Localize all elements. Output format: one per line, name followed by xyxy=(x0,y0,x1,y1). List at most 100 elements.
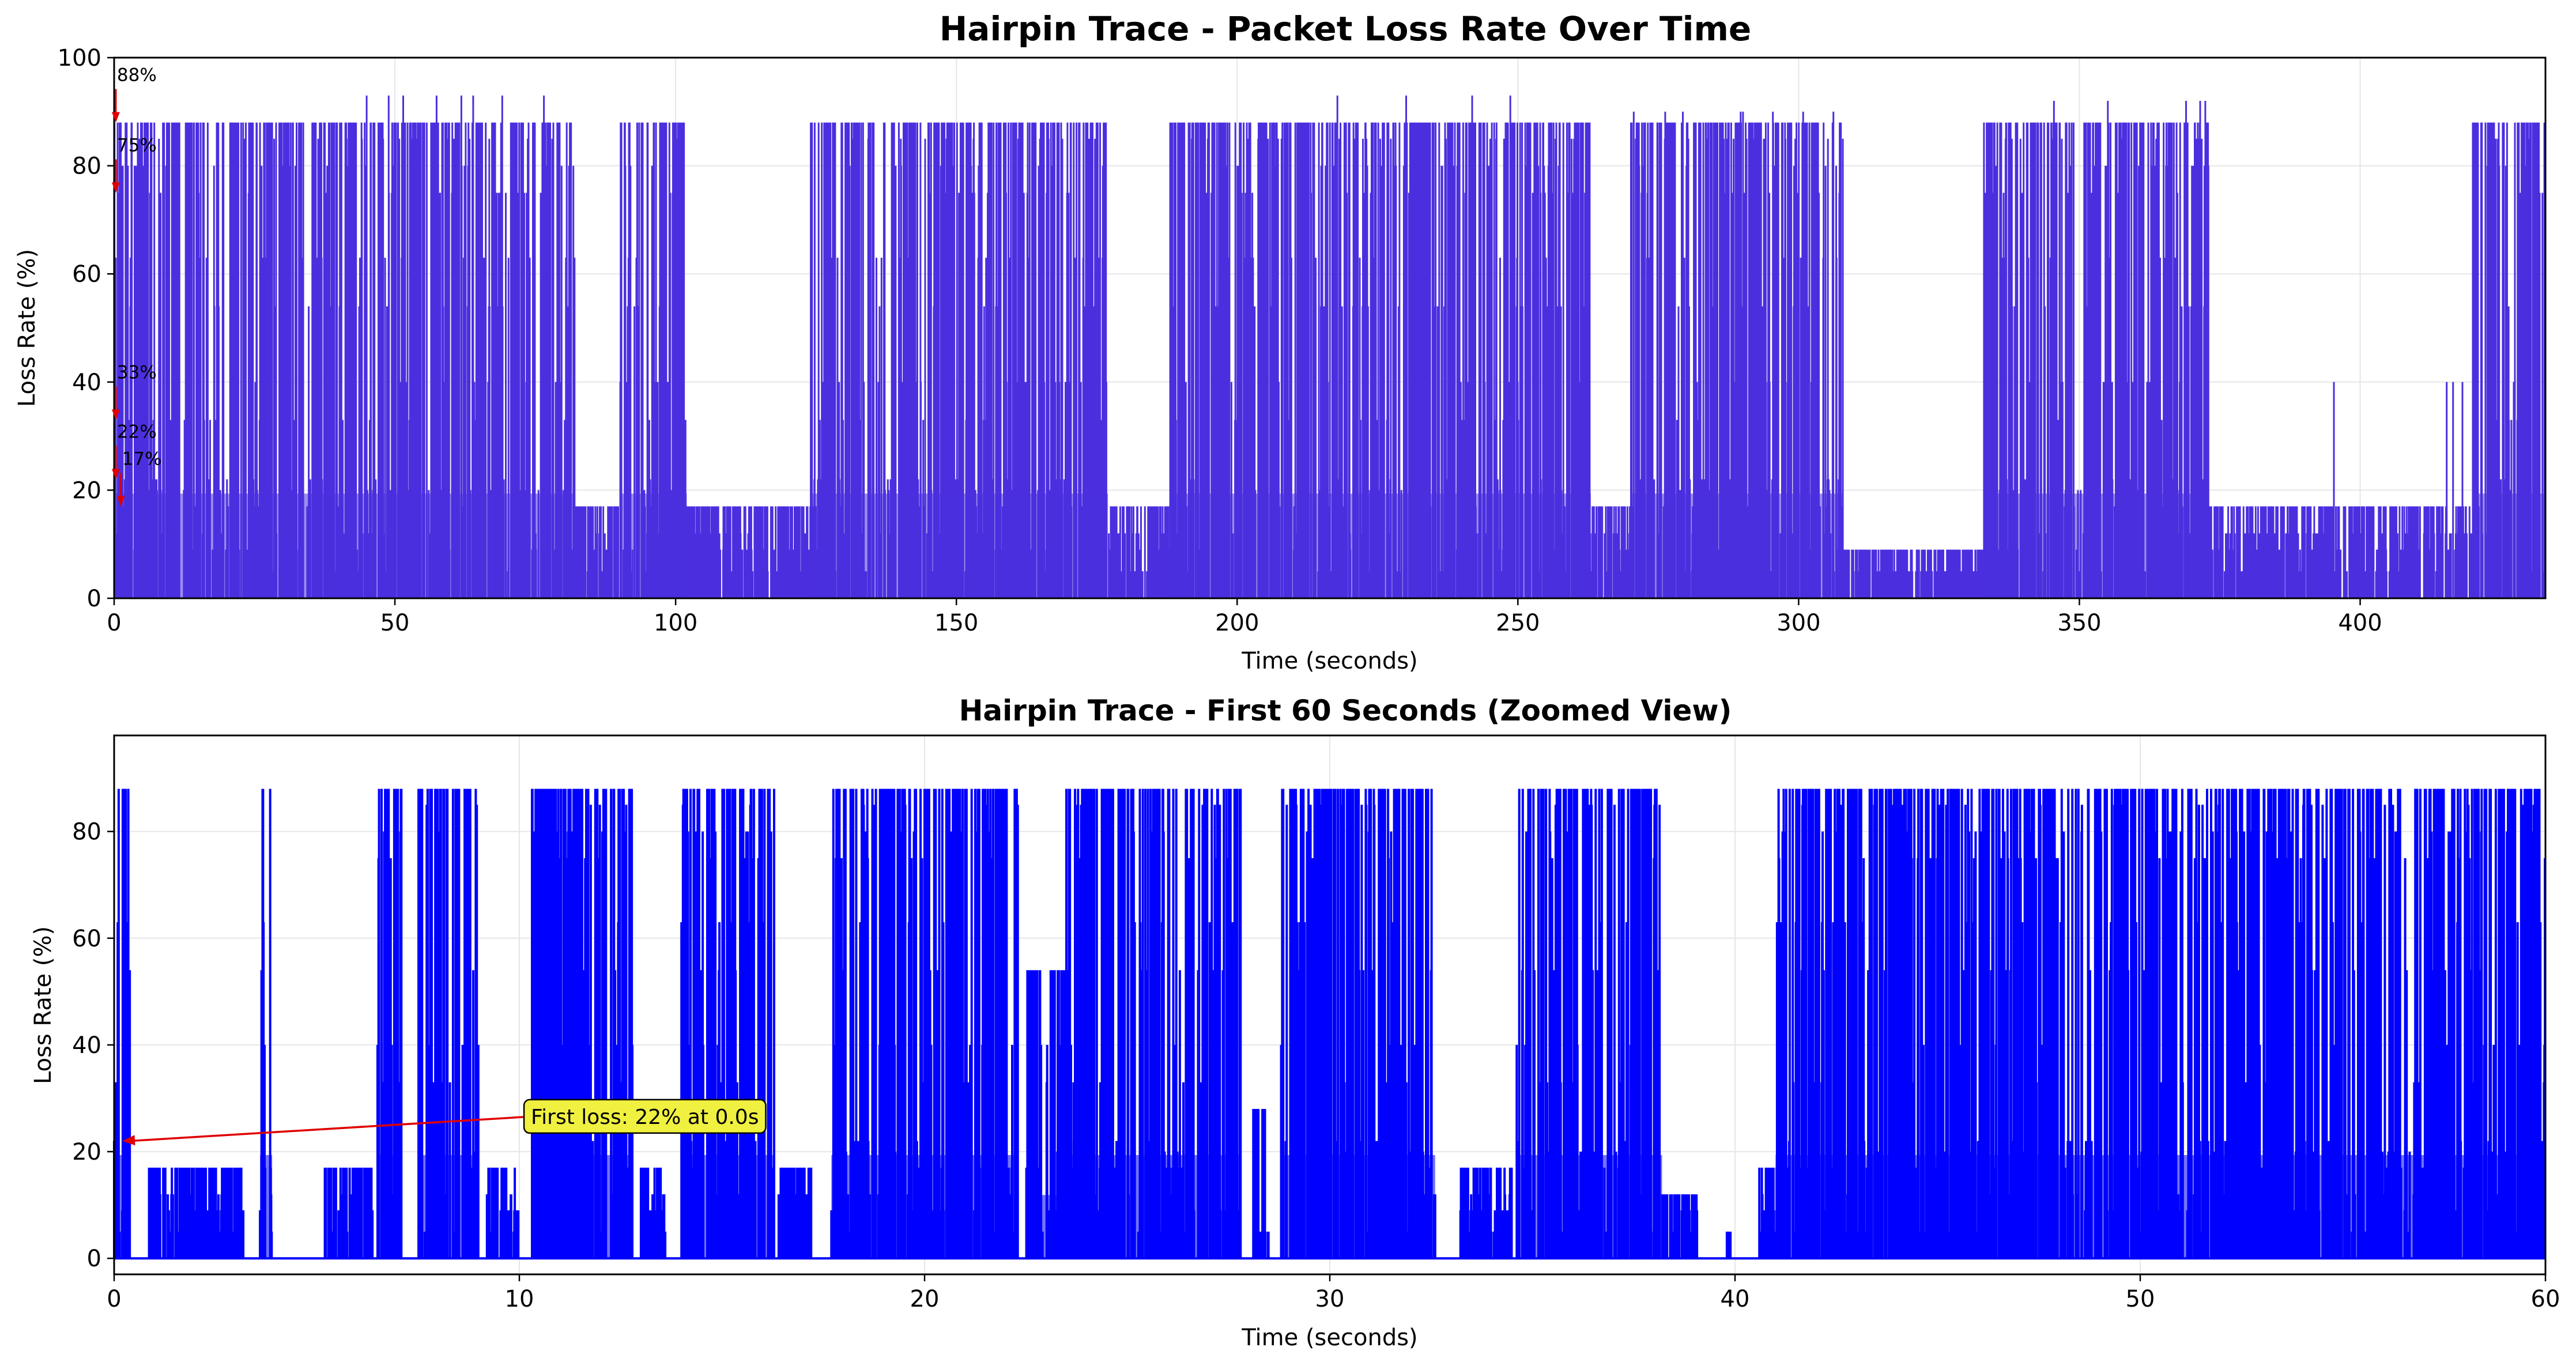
overall-chart-frame xyxy=(113,56,2547,599)
loss-level-annotation: 33% xyxy=(117,362,157,383)
zoomed-burst-density xyxy=(957,1155,1018,1259)
overall-chart-title: Hairpin Trace - Packet Loss Rate Over Ti… xyxy=(940,9,1751,48)
zoomed-loss-burst xyxy=(148,1167,245,1259)
overall-loss-burst xyxy=(686,506,812,598)
overall-x-tick-label: 150 xyxy=(934,610,978,636)
zoomed-burst-density xyxy=(831,1155,957,1259)
zoomed-x-tick-label: 50 xyxy=(2126,1286,2155,1312)
zoomed-burst-density xyxy=(2302,1155,2545,1259)
overall-y-tick-label: 80 xyxy=(72,153,101,180)
zoomed-burst-density xyxy=(2205,1155,2303,1259)
zoomed-burst-density xyxy=(2067,1155,2205,1259)
loss-level-arrowhead xyxy=(111,469,120,480)
overall-burst-density xyxy=(1170,493,1277,598)
loss-level-arrowhead xyxy=(111,409,120,420)
zoomed-burst-density xyxy=(531,1155,633,1259)
zoomed-loss-burst xyxy=(639,1167,667,1259)
overall-x-tick-label: 0 xyxy=(107,610,121,636)
overall-loss-burst xyxy=(1590,506,1631,598)
overall-loss-burst xyxy=(2208,382,2473,598)
overall-x-tick-label: 400 xyxy=(2338,610,2382,636)
loss-level-annotation: 88% xyxy=(117,65,157,86)
zoomed-burst-density xyxy=(1281,1155,1435,1259)
zoomed-y-tick-label: 40 xyxy=(72,1032,101,1059)
overall-burst-density xyxy=(114,493,137,598)
zoomed-burst-density xyxy=(377,1155,402,1259)
zoomed-chart-xlabel: Time (seconds) xyxy=(1241,1325,1417,1351)
zoomed-x-tick-label: 60 xyxy=(2531,1286,2560,1312)
overall-chart-ticks: 0 50 100 150 200 250 300 350 400 0 20 40 60 80 100 xyxy=(58,45,2382,636)
loss-level-arrowhead xyxy=(111,182,120,193)
overall-burst-density xyxy=(619,493,687,598)
overall-y-tick-label: 40 xyxy=(72,369,101,396)
overall-x-tick-label: 50 xyxy=(380,610,410,636)
first-loss-annotation: First loss: 22% at 0.0s xyxy=(122,1099,767,1146)
zoomed-y-tick-label: 80 xyxy=(72,819,101,846)
first-loss-arrow xyxy=(130,1116,525,1142)
overall-y-tick-label: 0 xyxy=(87,586,101,612)
zoomed-y-tick-label: 60 xyxy=(72,926,101,952)
zoomed-burst-density xyxy=(260,1155,273,1259)
zoomed-x-tick-label: 30 xyxy=(1315,1286,1345,1312)
overall-loss-burst xyxy=(574,506,619,598)
zoomed-burst-density xyxy=(1775,1155,1946,1259)
overall-burst-density xyxy=(2472,493,2545,598)
zoomed-burst-density xyxy=(681,1155,775,1259)
zoomed-loss-burst xyxy=(485,1167,520,1259)
overall-loss-burst xyxy=(1276,95,1591,598)
overall-burst-density xyxy=(338,493,575,598)
first-loss-label-box xyxy=(523,1099,767,1134)
loss-level-arrowhead xyxy=(111,112,120,123)
overall-x-tick-label: 250 xyxy=(1496,610,1540,636)
zoomed-x-tick-label: 40 xyxy=(1721,1286,1750,1312)
overall-burst-density xyxy=(1630,493,1844,598)
overall-chart-annotations: 88% 75% 33% 22% 17% xyxy=(111,65,162,507)
overall-y-tick-label: 100 xyxy=(58,45,101,71)
zoomed-loss-burst xyxy=(1252,1109,1270,1259)
loss-level-arrowhead xyxy=(116,496,125,507)
overall-loss-chart: Hairpin Trace - Packet Loss Rate Over Ti… xyxy=(14,9,2547,674)
zoomed-loss-burst xyxy=(1459,1167,1513,1259)
overall-chart-xlabel: Time (seconds) xyxy=(1241,648,1417,674)
overall-x-tick-label: 300 xyxy=(1777,610,1820,636)
zoomed-burst-density xyxy=(1945,1155,2068,1259)
overall-burst-density xyxy=(810,493,1108,598)
zoomed-x-tick-label: 20 xyxy=(910,1286,940,1312)
overall-burst-density xyxy=(1276,493,1591,598)
zoomed-loss-burst xyxy=(1725,1231,1732,1259)
overall-loss-burst xyxy=(1843,549,1985,598)
overall-x-tick-label: 100 xyxy=(654,610,697,636)
overall-x-tick-label: 200 xyxy=(1215,610,1259,636)
overall-chart-series xyxy=(114,95,2546,599)
loss-level-annotation: 22% xyxy=(117,422,157,443)
zoomed-chart-ylabel: Loss Rate (%) xyxy=(30,926,56,1084)
overall-chart-ylabel: Loss Rate (%) xyxy=(14,249,40,407)
zoomed-y-tick-label: 20 xyxy=(72,1139,101,1165)
zoomed-x-tick-label: 0 xyxy=(107,1286,121,1312)
overall-burst-density xyxy=(136,493,339,598)
zoomed-chart-series xyxy=(113,788,2547,1260)
zoomed-loss-chart: Hairpin Trace - First 60 Seconds (Zoomed… xyxy=(30,694,2560,1351)
zoomed-burst-density xyxy=(1516,1155,1662,1259)
first-loss-arrowhead xyxy=(122,1135,135,1146)
loss-level-annotation: 17% xyxy=(122,449,162,470)
zoomed-burst-density xyxy=(418,1155,479,1259)
overall-loss-burst xyxy=(1108,506,1170,598)
overall-y-tick-label: 60 xyxy=(72,261,101,288)
overall-x-tick-label: 350 xyxy=(2057,610,2101,636)
zoomed-burst-density xyxy=(1066,1155,1241,1259)
overall-burst-density xyxy=(2046,493,2209,598)
zoomed-y-tick-label: 0 xyxy=(87,1246,101,1272)
zoomed-loss-burst xyxy=(777,1167,813,1259)
zoomed-x-tick-label: 10 xyxy=(505,1286,534,1312)
zoomed-burst-density xyxy=(114,1155,131,1259)
overall-y-tick-label: 20 xyxy=(72,477,101,504)
first-loss-label: First loss: 22% at 0.0s xyxy=(531,1105,759,1129)
loss-level-annotation: 75% xyxy=(117,135,157,156)
zoomed-chart-ticks: 0 10 20 30 40 50 60 0 20 40 60 80 xyxy=(72,819,2560,1312)
overall-burst-density xyxy=(1983,493,2046,598)
zoomed-loss-burst xyxy=(323,1167,374,1259)
zoomed-loss-burst xyxy=(1661,1194,1699,1259)
zoomed-chart-title: Hairpin Trace - First 60 Seconds (Zoomed… xyxy=(959,694,1732,727)
